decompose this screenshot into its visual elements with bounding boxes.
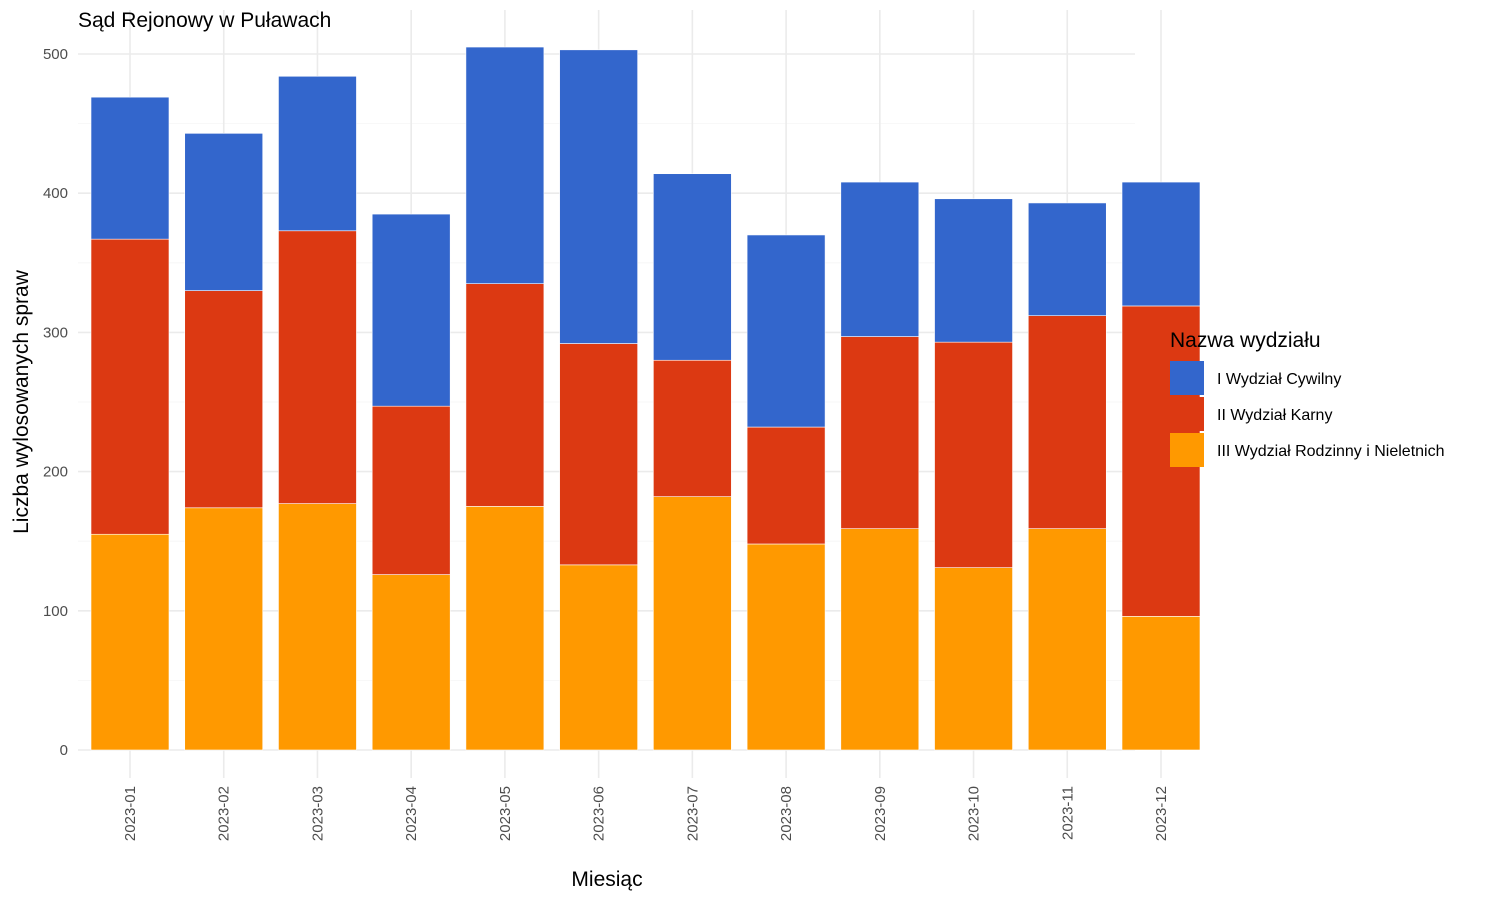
bar-segment (1121, 181, 1201, 307)
y-axis-title: Liczba wylosowanych spraw (10, 269, 33, 534)
y-tick-label: 300 (43, 324, 68, 341)
bar-segment (465, 46, 545, 284)
y-tick-label: 500 (43, 46, 68, 63)
bar-segment (653, 496, 732, 751)
legend: Nazwa wydziału I Wydział Cywilny II Wydzi… (1170, 329, 1445, 467)
bar-segment (90, 96, 170, 240)
legend-item: I Wydział Cywilny (1170, 361, 1341, 395)
bar-segment (653, 359, 732, 497)
bar-segment (934, 198, 1013, 343)
x-tick-label: 2023-02 (216, 786, 233, 841)
x-tick-label: 2023-05 (497, 786, 514, 841)
y-tick-label: 200 (43, 464, 68, 481)
x-tick-label: 2023-04 (403, 786, 420, 841)
x-tick-label: 2023-07 (684, 786, 701, 841)
bar-segment (653, 173, 732, 361)
bar-segment (559, 564, 638, 751)
x-tick-label: 2023-11 (1059, 786, 1076, 840)
bar-segment (371, 405, 451, 575)
bar-segment (371, 213, 451, 407)
legend-label: II Wydział Karny (1217, 407, 1332, 424)
y-tick-label: 0 (60, 742, 68, 759)
bar-segment (184, 133, 264, 291)
bar-segment (746, 234, 826, 428)
x-tick-label: 2023-01 (122, 786, 139, 841)
bar-segment (934, 341, 1013, 568)
y-axis: 0 100 200 300 400 500 (43, 46, 68, 759)
bar-segment (1027, 528, 1107, 751)
legend-title: Nazwa wydziału (1170, 329, 1321, 352)
x-axis: 2023-01 2023-02 2023-03 2023-04 2023-05 2023-… (122, 786, 1170, 841)
bar-segment (746, 543, 826, 751)
bar-segment (90, 238, 170, 535)
bar-segment (934, 567, 1013, 751)
bar-segment (1121, 616, 1201, 751)
x-tick-label: 2023-10 (966, 786, 983, 841)
bar-segment (184, 290, 264, 509)
x-tick-label: 2023-08 (778, 786, 795, 841)
legend-item: III Wydział Rodzinny i Nieletnich (1170, 433, 1445, 467)
bar-segment (465, 283, 545, 507)
bar-segment (840, 336, 920, 529)
legend-swatch (1170, 397, 1204, 431)
x-tick-label: 2023-12 (1153, 786, 1170, 841)
legend-item: II Wydział Karny (1170, 397, 1332, 431)
legend-label: I Wydział Cywilny (1217, 371, 1341, 388)
y-tick-label: 400 (43, 185, 68, 202)
bar-segment (559, 343, 638, 566)
x-tick-label: 2023-03 (309, 786, 326, 841)
bar-segment (278, 230, 357, 504)
legend-label: III Wydział Rodzinny i Nieletnich (1217, 443, 1445, 460)
chart-title: Sąd Rejonowy w Puławach (78, 9, 331, 32)
x-tick-label: 2023-09 (872, 786, 889, 841)
legend-items: I Wydział Cywilny II Wydział Karny III Wyd… (1170, 361, 1445, 467)
bar-segment (1027, 315, 1107, 529)
x-axis-title: Miesiąc (571, 868, 642, 891)
bar-segment (90, 533, 170, 751)
bar-segment (278, 503, 357, 751)
bar-segment (840, 528, 920, 751)
legend-swatch (1170, 433, 1204, 467)
x-tick-label: 2023-06 (591, 786, 608, 841)
bar-segment (746, 426, 826, 545)
bar-segment (465, 506, 545, 751)
y-tick-label: 100 (43, 603, 68, 620)
bar-segment (840, 181, 920, 337)
legend-swatch (1170, 361, 1204, 395)
bar-segment (184, 507, 264, 751)
bar-segment (278, 75, 357, 232)
bar-segment (559, 49, 638, 344)
bar-segment (371, 574, 451, 751)
bar-segment (1027, 202, 1107, 316)
bars (90, 46, 1201, 751)
